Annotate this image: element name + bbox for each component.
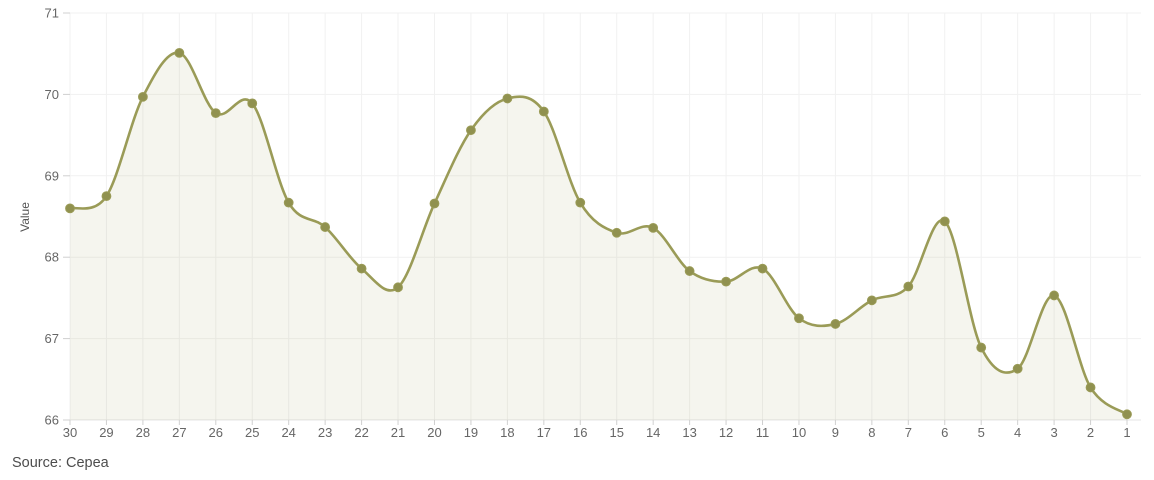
source-label: Source: Cepea xyxy=(12,455,109,471)
x-axis-tick-label: 10 xyxy=(792,425,806,440)
x-axis-tick-label: 13 xyxy=(682,425,696,440)
x-axis-tick-label: 4 xyxy=(1014,425,1021,440)
data-point[interactable] xyxy=(1012,363,1023,374)
data-point[interactable] xyxy=(794,313,804,324)
data-point[interactable] xyxy=(611,227,622,238)
x-axis-tick-label: 25 xyxy=(245,425,259,440)
x-axis-tick-label: 18 xyxy=(500,425,514,440)
data-point[interactable] xyxy=(137,91,148,102)
x-axis-tick-label: 22 xyxy=(354,425,368,440)
data-point[interactable] xyxy=(356,263,367,274)
x-axis-tick-label: 16 xyxy=(573,425,587,440)
x-axis-tick-label: 6 xyxy=(941,425,948,440)
data-point[interactable] xyxy=(903,281,914,292)
data-line xyxy=(68,51,1129,416)
y-axis-tick-label: 69 xyxy=(45,168,59,183)
x-axis-tick-label: 20 xyxy=(427,425,441,440)
data-point[interactable] xyxy=(939,216,950,227)
data-point[interactable] xyxy=(466,125,476,136)
x-axis-tick-label: 29 xyxy=(99,425,113,440)
y-axis-tick-label: 71 xyxy=(45,6,59,21)
x-axis-tick-label: 12 xyxy=(719,425,733,440)
data-point[interactable] xyxy=(247,98,258,109)
data-point[interactable] xyxy=(429,198,440,209)
y-axis-tick-label: 70 xyxy=(45,87,59,102)
data-point[interactable] xyxy=(283,197,294,208)
data-point[interactable] xyxy=(866,295,877,306)
x-axis-tick-label: 26 xyxy=(209,425,223,440)
data-point[interactable] xyxy=(648,222,659,233)
x-axis-tick-label: 21 xyxy=(391,425,405,440)
x-axis-tick-label: 24 xyxy=(281,425,295,440)
y-axis-tick-label: 66 xyxy=(45,413,59,428)
data-point[interactable] xyxy=(757,263,768,274)
data-point[interactable] xyxy=(830,319,841,329)
x-axis-tick-label: 3 xyxy=(1050,425,1057,440)
x-axis-tick-label: 14 xyxy=(646,425,660,440)
data-point[interactable] xyxy=(502,93,513,104)
x-axis-tick-label: 8 xyxy=(868,425,875,440)
data-point[interactable] xyxy=(174,47,185,58)
x-axis-tick-label: 2 xyxy=(1087,425,1094,440)
y-axis-title: Value xyxy=(18,202,32,232)
data-point[interactable] xyxy=(1049,290,1060,301)
x-axis-tick-label: 23 xyxy=(318,425,332,440)
data-point[interactable] xyxy=(65,203,75,214)
y-axis-tick-label: 68 xyxy=(45,250,59,265)
data-point[interactable] xyxy=(101,191,112,202)
data-point[interactable] xyxy=(575,197,586,208)
data-point[interactable] xyxy=(721,276,731,287)
x-axis-tick-label: 19 xyxy=(464,425,478,440)
data-point[interactable] xyxy=(393,282,403,293)
data-point[interactable] xyxy=(1122,409,1132,420)
data-point[interactable] xyxy=(976,342,987,353)
data-point[interactable] xyxy=(684,266,695,276)
x-axis-tick-label: 27 xyxy=(172,425,186,440)
area-fill xyxy=(70,52,1127,421)
data-point[interactable] xyxy=(210,108,221,119)
x-axis-tick-label: 28 xyxy=(136,425,150,440)
x-axis-tick-label: 7 xyxy=(905,425,912,440)
data-point[interactable] xyxy=(1085,382,1096,393)
x-axis-tick-label: 11 xyxy=(756,425,770,440)
x-axis-tick-label: 30 xyxy=(63,425,77,440)
y-axis-tick-label: 67 xyxy=(45,331,59,346)
x-axis-tick-label: 15 xyxy=(609,425,623,440)
data-point[interactable] xyxy=(320,222,331,232)
x-axis-tick-label: 5 xyxy=(978,425,985,440)
x-axis-tick-label: 1 xyxy=(1123,425,1130,440)
x-axis-tick-label: 17 xyxy=(537,425,551,440)
x-axis-tick-label: 9 xyxy=(832,425,839,440)
data-point[interactable] xyxy=(538,106,549,117)
